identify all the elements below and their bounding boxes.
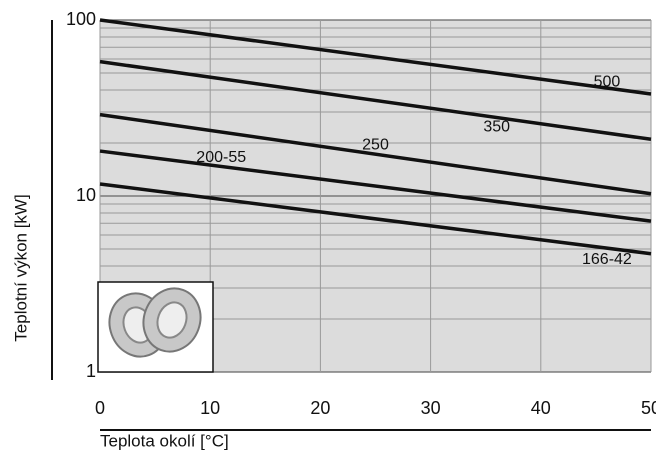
x-tick-label: 10 <box>200 398 220 418</box>
series-label: 166-42 <box>582 251 632 268</box>
inset-image <box>98 280 213 372</box>
x-tick-label: 50 <box>641 398 656 418</box>
series-label: 250 <box>362 137 389 154</box>
y-tick-label: 10 <box>76 185 96 205</box>
series-label: 200-55 <box>196 149 246 166</box>
chart: Teplotní výkon [kW] Teplota okolí [°C] 1… <box>0 0 656 454</box>
x-tick-label: 40 <box>531 398 551 418</box>
series-label: 350 <box>483 119 510 136</box>
y-tick-label: 100 <box>66 9 96 29</box>
y-tick-label: 1 <box>86 361 96 381</box>
series-label: 500 <box>594 73 621 90</box>
x-tick-label: 30 <box>421 398 441 418</box>
y-axis-label: Teplotní výkon [kW] <box>11 194 30 341</box>
x-tick-label: 20 <box>310 398 330 418</box>
x-tick-label: 0 <box>95 398 105 418</box>
x-axis-label: Teplota okolí [°C] <box>100 431 229 450</box>
